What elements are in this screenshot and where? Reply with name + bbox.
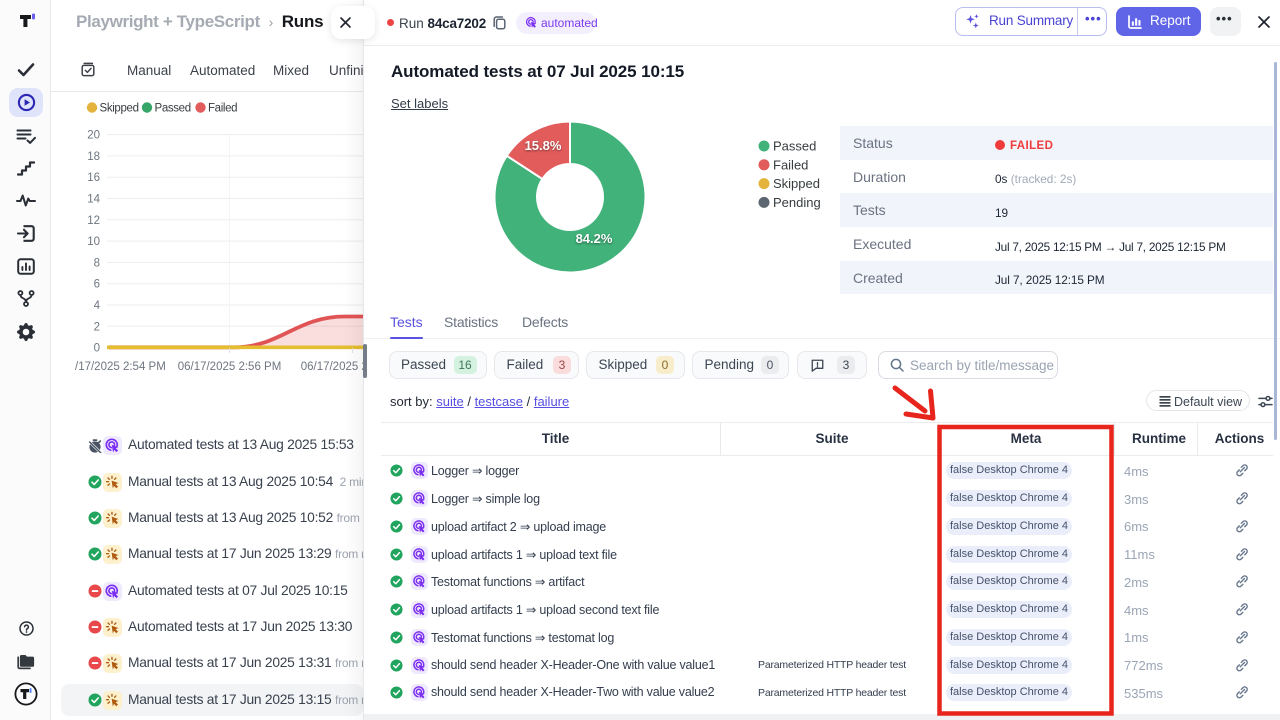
svg-text:15.8%: 15.8%	[525, 138, 562, 153]
svg-text:12: 12	[87, 215, 100, 227]
svg-text:8: 8	[94, 257, 100, 269]
svg-text:Pending: Pending	[773, 195, 821, 210]
svg-text:16: 16	[87, 172, 100, 184]
svg-text:10: 10	[87, 236, 100, 248]
svg-text:18: 18	[87, 151, 100, 163]
svg-text:Passed: Passed	[155, 103, 191, 115]
svg-text:0: 0	[94, 343, 100, 355]
svg-text:06/17/2025 2:58 PM: 06/17/2025 2:58 PM	[301, 361, 363, 373]
svg-text:Failed: Failed	[208, 103, 237, 115]
svg-text:Failed: Failed	[773, 157, 808, 172]
svg-text:20: 20	[87, 130, 100, 142]
svg-text:06/17/2025 2:56 PM: 06/17/2025 2:56 PM	[178, 361, 282, 373]
svg-text:Skipped: Skipped	[100, 103, 139, 115]
svg-text:6: 6	[94, 279, 100, 291]
svg-text:2: 2	[94, 321, 100, 333]
svg-text:Skipped: Skipped	[773, 176, 820, 191]
svg-text:Passed: Passed	[773, 139, 816, 154]
svg-text:14: 14	[87, 194, 100, 206]
svg-text:4: 4	[94, 300, 101, 312]
svg-text:/17/2025 2:54 PM: /17/2025 2:54 PM	[75, 361, 166, 373]
svg-text:84.2%: 84.2%	[576, 231, 613, 246]
